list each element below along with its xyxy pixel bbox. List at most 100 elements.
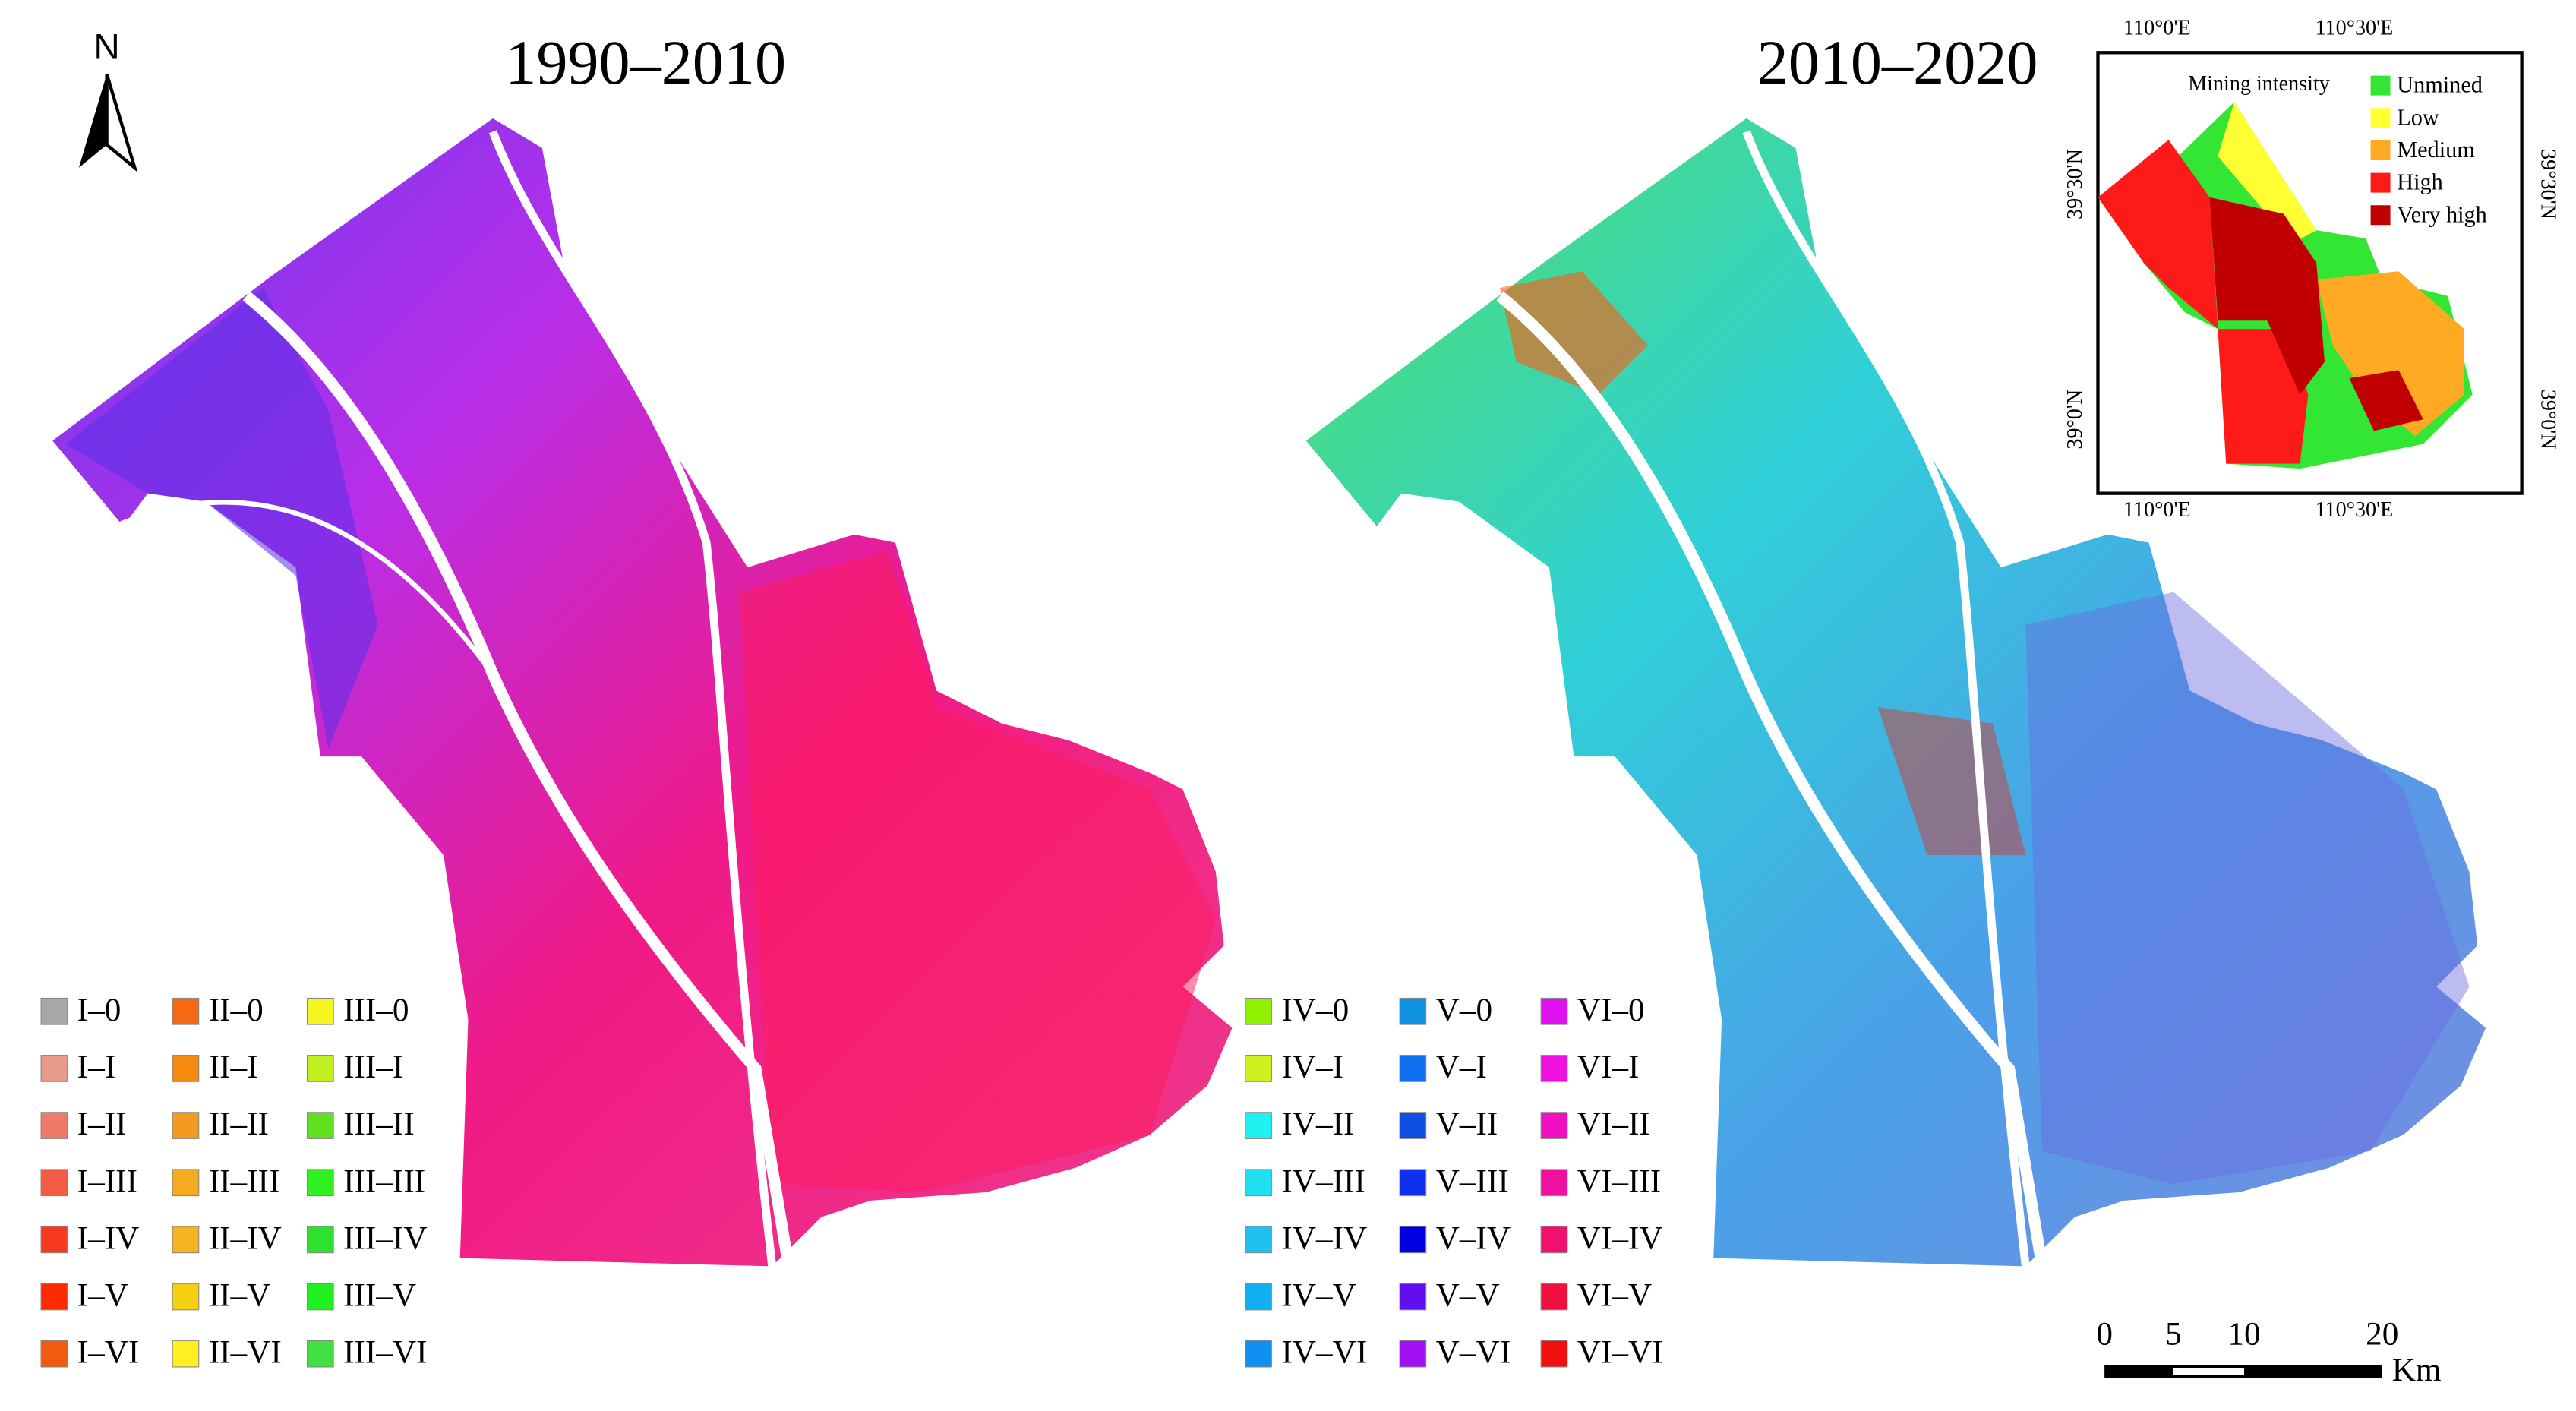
- lat-label: 39°30'N: [2537, 149, 2560, 219]
- legend-swatch: [1245, 1283, 1272, 1311]
- legend-swatch: [1399, 1055, 1427, 1082]
- legend-label: I–II: [77, 1106, 127, 1142]
- inset-region: [2098, 140, 2309, 464]
- legend-swatch: [172, 1169, 200, 1197]
- inset-legend-swatch: [2370, 108, 2391, 128]
- legend-swatch: [1399, 1340, 1427, 1368]
- legend-label: IV–III: [1281, 1163, 1365, 1199]
- legend-label: VI–II: [1577, 1106, 1650, 1142]
- map-2010-2020: [1305, 118, 2486, 1267]
- legend-swatch: [172, 1055, 200, 1082]
- legend-swatch: [172, 1283, 200, 1311]
- legend-swatch: [306, 1055, 334, 1082]
- legend-swatch: [306, 1112, 334, 1139]
- legend-label: I–IV: [77, 1220, 140, 1256]
- inset-region: [2349, 370, 2423, 431]
- legend-label: V–II: [1436, 1106, 1498, 1142]
- arrow-half: [105, 73, 138, 173]
- legend-label: VI–IV: [1577, 1220, 1663, 1256]
- legend-label: I–0: [77, 992, 122, 1028]
- inset-legend-swatch: [2370, 75, 2391, 96]
- legend-swatch: [40, 1226, 68, 1254]
- legend-swatch: [1245, 1055, 1272, 1082]
- inset-legend-label: Unmined: [2397, 72, 2483, 98]
- lon-label: 110°0'E: [2123, 16, 2191, 39]
- map-patch: [65, 287, 378, 749]
- legend-label: IV–I: [1281, 1049, 1343, 1085]
- inset-legend-label: High: [2397, 169, 2443, 195]
- scale-label: 10: [2227, 1315, 2260, 1352]
- legend: IV–0IV–IIV–IIIV–IIIIV–IVIV–VIV–VIV–0V–IV…: [1245, 992, 1663, 1371]
- legend-label: II–III: [209, 1163, 280, 1199]
- legend-label: VI–VI: [1577, 1334, 1663, 1371]
- legend-label: III–V: [343, 1277, 416, 1314]
- legend-swatch: [1540, 997, 1568, 1025]
- inset-legend-swatch: [2370, 140, 2391, 160]
- inset-region: [2209, 197, 2325, 395]
- map-patch: [1500, 271, 1648, 395]
- legend-label: IV–0: [1281, 992, 1349, 1028]
- lat-label: 39°0'N: [2063, 390, 2087, 450]
- scale-segment: [2174, 1368, 2245, 1375]
- legend-swatch: [306, 1169, 334, 1197]
- legend-swatch: [306, 1226, 334, 1254]
- scale-label: 20: [2366, 1315, 2398, 1352]
- inset-legend-label: Medium: [2397, 137, 2475, 163]
- inset-legend-label: Very high: [2397, 201, 2487, 227]
- river: [488, 130, 777, 1267]
- map-patch: [739, 551, 1216, 1192]
- lon-label: 110°0'E: [2123, 498, 2191, 522]
- legend-label: III–II: [343, 1106, 415, 1142]
- inset-legend-swatch: [2370, 205, 2391, 226]
- legend-label: VI–0: [1577, 992, 1645, 1028]
- legend-label: I–III: [77, 1163, 137, 1199]
- legend-swatch: [40, 997, 68, 1025]
- legend-swatch: [172, 1226, 200, 1254]
- legend-swatch: [172, 997, 200, 1025]
- legend-label: V–VI: [1436, 1334, 1511, 1371]
- legend-label: II–IV: [209, 1220, 282, 1256]
- legend: I–0I–II–III–IIII–IVI–VI–VIII–0II–III–III…: [40, 992, 428, 1371]
- legend-swatch: [40, 1340, 68, 1368]
- legend-swatch: [1540, 1226, 1568, 1254]
- inset-region: [2316, 271, 2464, 436]
- legend-swatch: [1399, 1283, 1427, 1311]
- lat-label: 39°30'N: [2063, 149, 2087, 219]
- inset-legend-label: Low: [2397, 104, 2439, 130]
- legend-label: II–VI: [209, 1334, 282, 1371]
- legend-swatch: [1399, 1112, 1427, 1139]
- legend-label: VI–V: [1577, 1277, 1652, 1314]
- legend-swatch: [1540, 1283, 1568, 1311]
- legend-swatch: [1399, 1226, 1427, 1254]
- legend-label: III–0: [343, 992, 409, 1028]
- legend-label: V–0: [1436, 992, 1492, 1028]
- river: [242, 291, 794, 1267]
- north-arrow: N: [78, 27, 138, 173]
- legend-label: II–V: [209, 1277, 271, 1314]
- map-patch: [1877, 707, 2026, 856]
- legend-swatch: [40, 1112, 68, 1139]
- legend-label: II–0: [209, 992, 264, 1028]
- legend-swatch: [40, 1169, 68, 1197]
- legend-label: V–I: [1436, 1049, 1487, 1085]
- map-patch: [2025, 592, 2470, 1185]
- legend-swatch: [1540, 1112, 1568, 1139]
- legend-swatch: [1399, 1169, 1427, 1197]
- inset-title: Mining intensity: [2188, 72, 2330, 96]
- legend-swatch: [172, 1340, 200, 1368]
- legend-label: III–III: [343, 1163, 425, 1199]
- scale-label: 5: [2165, 1315, 2182, 1352]
- lat-label: 39°0'N: [2537, 390, 2560, 450]
- legend-swatch: [1245, 1226, 1272, 1254]
- inset-region: [2218, 102, 2317, 244]
- legend-swatch: [1245, 1169, 1272, 1197]
- legend-swatch: [1540, 1169, 1568, 1197]
- legend-label: V–V: [1436, 1277, 1500, 1314]
- legend-label: I–V: [77, 1277, 128, 1314]
- legend-swatch: [306, 1283, 334, 1311]
- legend-swatch: [1245, 1112, 1272, 1139]
- legend-swatch: [1245, 997, 1272, 1025]
- legend-swatch: [172, 1112, 200, 1139]
- legend-label: III–I: [343, 1049, 403, 1085]
